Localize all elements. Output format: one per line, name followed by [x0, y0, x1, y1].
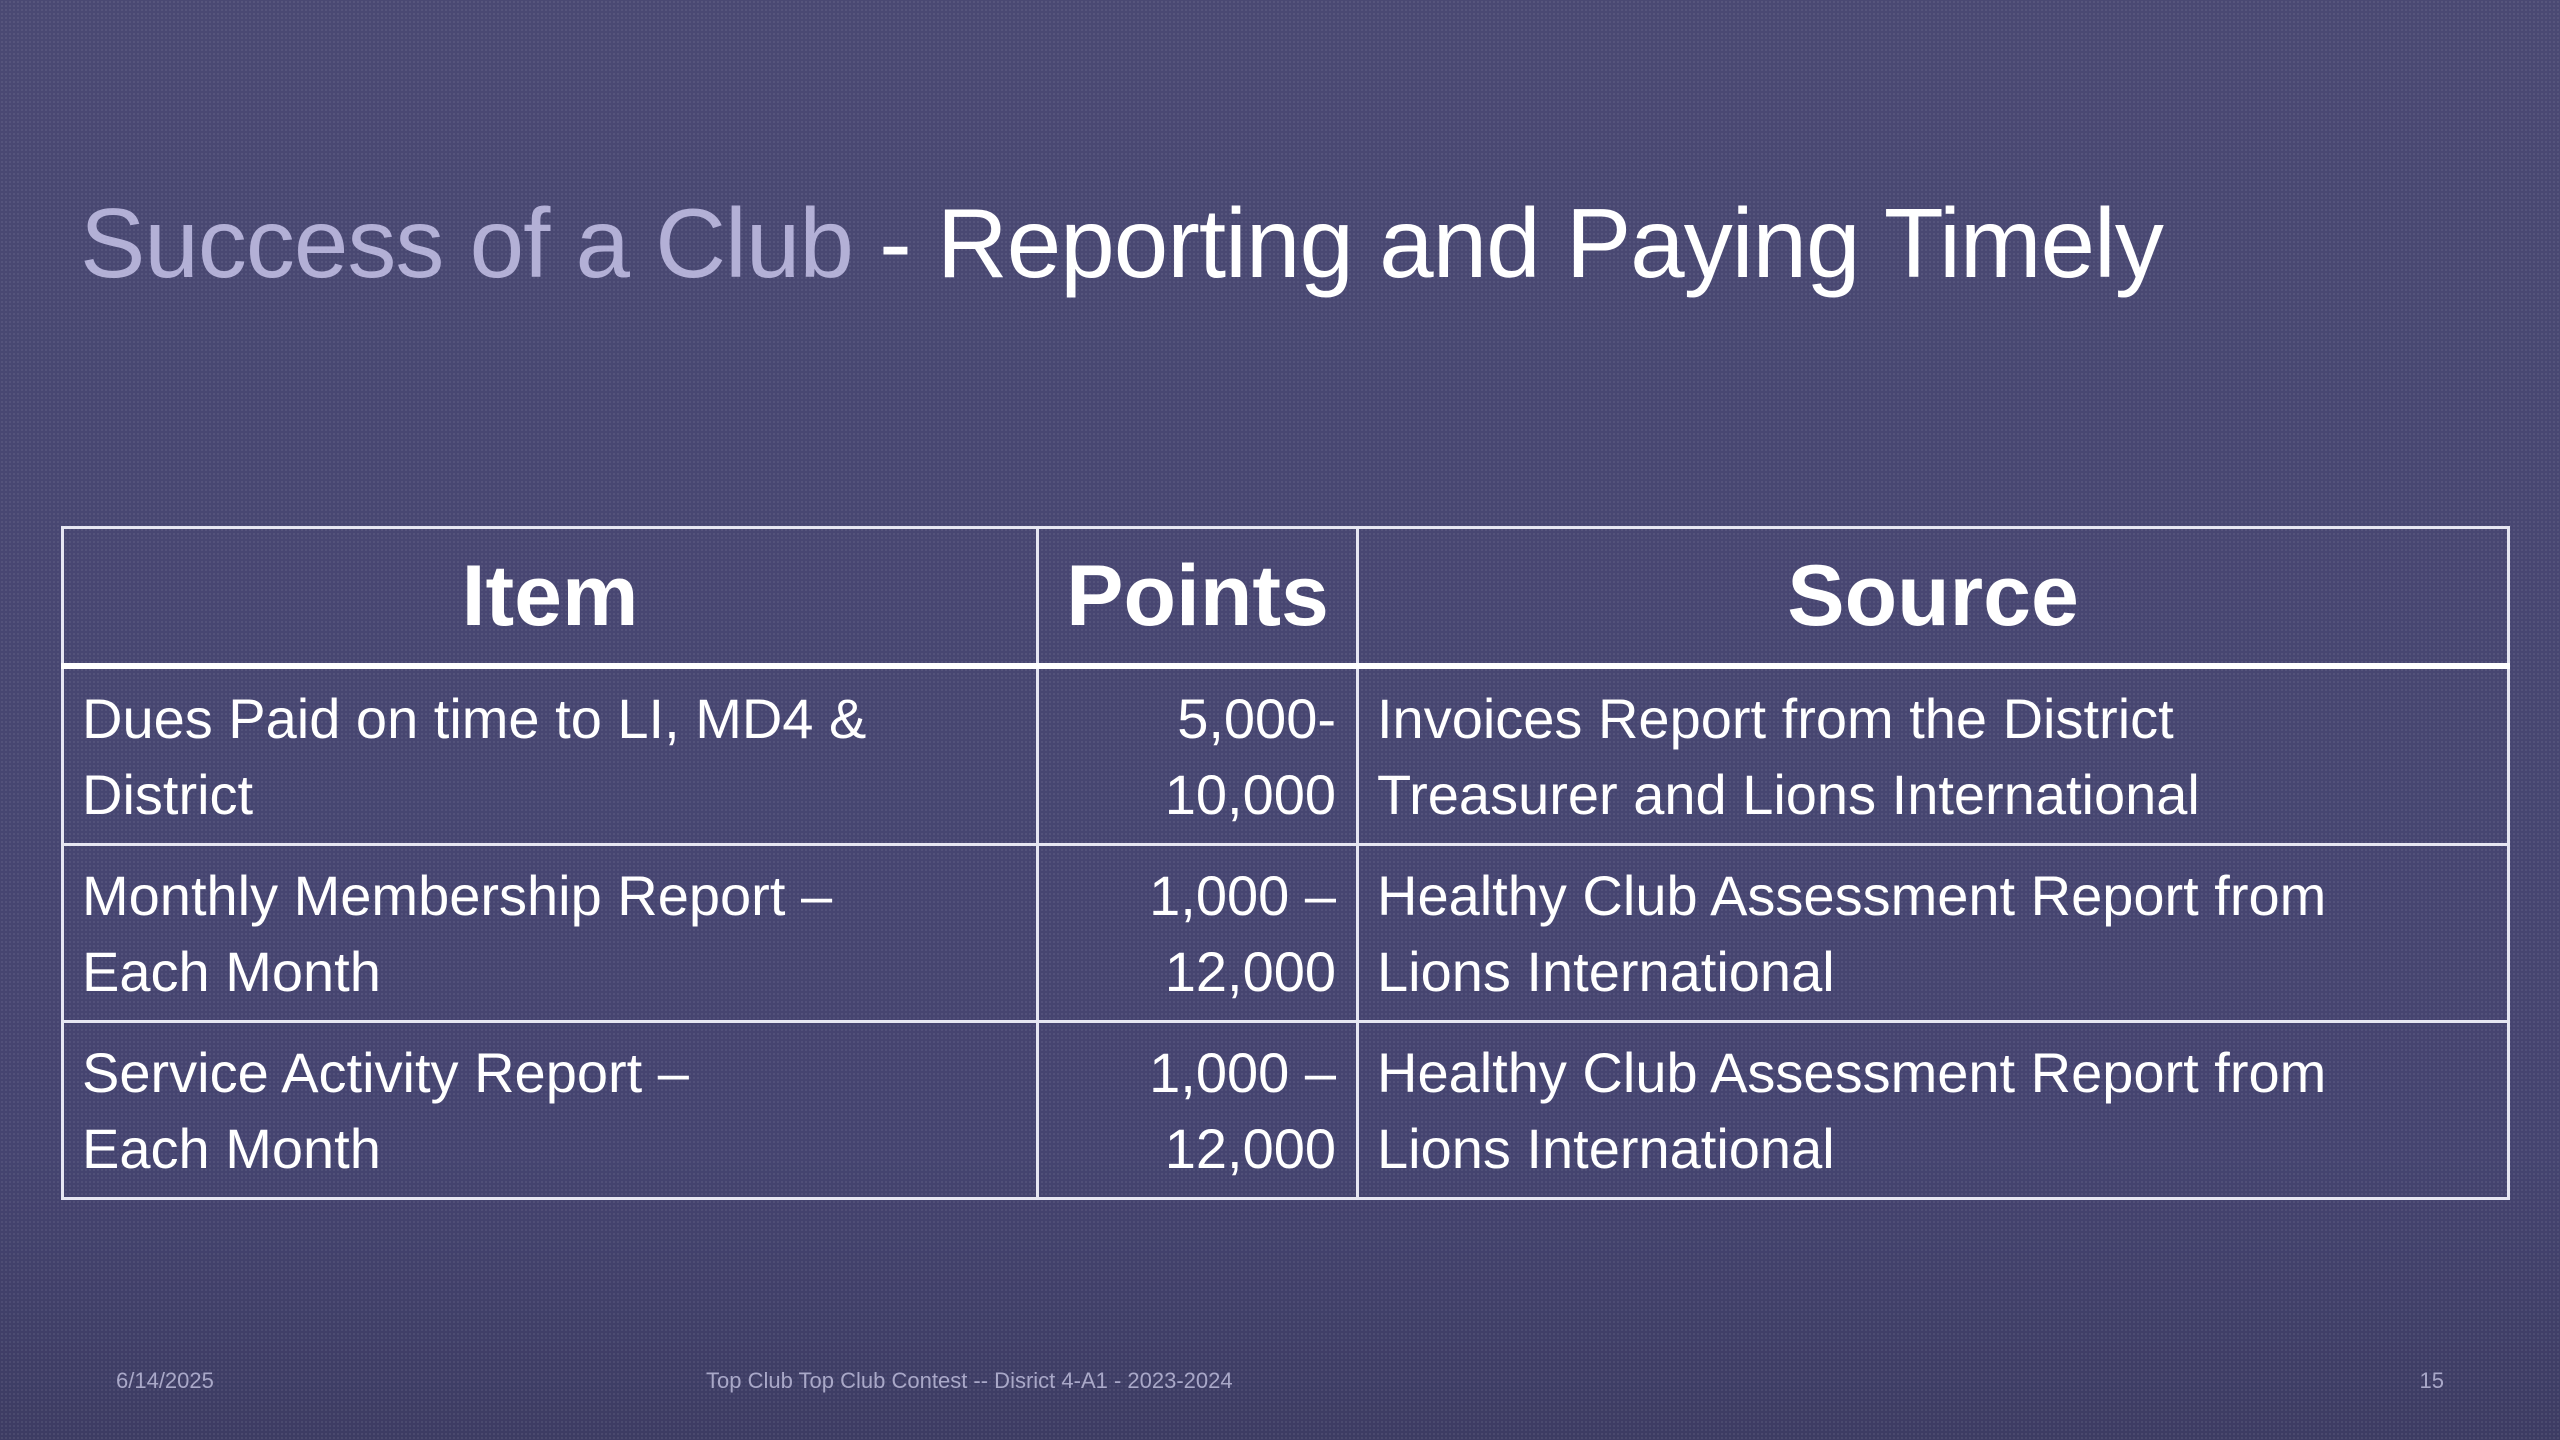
title-accent: Success of a Club [80, 188, 854, 298]
slide-title: Success of a Club - Reporting and Paying… [80, 188, 2164, 298]
header-source: Source [1356, 526, 2510, 669]
cell-line: Lions International [1377, 940, 1835, 1003]
cell-item: Dues Paid on time to LI, MD4 & District [61, 664, 1039, 846]
cell-line: 10,000 [1164, 763, 1336, 826]
cell-line: 12,000 [1164, 940, 1336, 1003]
cell-item: Monthly Membership Report – Each Month [61, 843, 1039, 1023]
cell-line: Lions International [1377, 1117, 1835, 1180]
cell-source: Invoices Report from the District Treasu… [1356, 664, 2510, 846]
cell-line: Service Activity Report – [82, 1041, 689, 1104]
cell-line: 1,000 – [1149, 1041, 1336, 1104]
cell-item: Service Activity Report – Each Month [61, 1020, 1039, 1200]
cell-line: Dues Paid on time to LI, MD4 & [82, 687, 867, 750]
cell-source: Healthy Club Assessment Report from Lion… [1356, 1020, 2510, 1200]
table-row: Monthly Membership Report – Each Month 1… [61, 843, 2510, 1023]
table-row: Service Activity Report – Each Month 1,0… [61, 1020, 2510, 1200]
header-points: Points [1036, 526, 1359, 669]
cell-points: 1,000 – 12,000 [1036, 1020, 1359, 1200]
cell-source: Healthy Club Assessment Report from Lion… [1356, 843, 2510, 1023]
cell-points: 1,000 – 12,000 [1036, 843, 1359, 1023]
page-number: 15 [2419, 1368, 2444, 1393]
cell-line: Healthy Club Assessment Report from [1377, 864, 2327, 927]
table-row: Dues Paid on time to LI, MD4 & District … [61, 664, 2510, 846]
cell-line: Monthly Membership Report – [82, 864, 833, 927]
cell-line: Each Month [82, 940, 381, 1003]
cell-line: Treasurer and Lions International [1377, 763, 2200, 826]
footer-title: Top Club Top Club Contest -- Disrict 4-A… [706, 1368, 1233, 1393]
scoring-table: Item Points Source Dues Paid on time to … [61, 526, 2510, 1200]
cell-line: District [82, 763, 254, 826]
cell-line: 5,000- [1177, 687, 1336, 750]
cell-line: 12,000 [1164, 1117, 1336, 1180]
cell-line: 1,000 – [1149, 864, 1336, 927]
footer-date: 6/14/2025 [116, 1368, 214, 1393]
cell-points: 5,000- 10,000 [1036, 664, 1359, 846]
table-header-row: Item Points Source [61, 526, 2510, 669]
cell-line: Each Month [82, 1117, 381, 1180]
cell-line: Healthy Club Assessment Report from [1377, 1041, 2327, 1104]
header-item: Item [61, 526, 1039, 669]
cell-line: Invoices Report from the District [1377, 687, 2174, 750]
title-main: - Reporting and Paying Timely [852, 188, 2164, 298]
